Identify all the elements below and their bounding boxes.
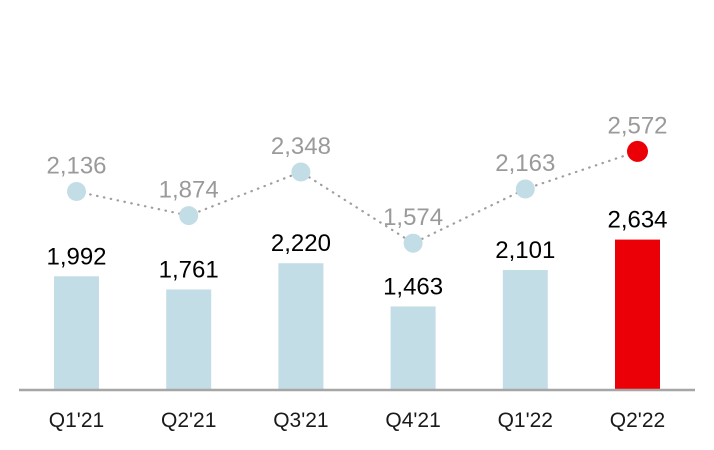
x-axis-label-Q2'21: Q2'21 [161,409,216,432]
line-value-label-Q1'21: 2,136 [46,152,106,179]
line-value-label-Q1'22: 2,163 [495,150,555,177]
line-dot-Q1'21 [67,181,86,201]
line-value-label-Q2'21: 1,874 [159,177,219,204]
bar-value-label-Q2'22: 2,634 [607,207,667,234]
line-dot-Q1'22 [515,179,535,199]
x-axis-label-Q1'21: Q1'21 [49,409,104,432]
bar-value-label-Q1'22: 2,101 [495,237,555,264]
x-axis-label-Q4'21: Q4'21 [385,409,440,432]
line-dot-Q2'22 [627,140,648,162]
line-dot-Q3'21 [291,162,311,182]
dotted-connector-line [75,150,639,245]
bar-Q1'22 [502,270,548,390]
bar-Q4'21 [390,306,436,390]
bar-value-label-Q3'21: 2,220 [271,230,331,257]
bar-value-label-Q1'21: 1,992 [46,243,106,270]
line-dot-Q4'21 [403,233,423,253]
bar-Q1'21 [54,276,99,390]
line-value-label-Q4'21: 1,574 [383,204,443,231]
x-axis-label-Q3'21: Q3'21 [273,409,328,432]
line-value-label-Q2'22: 2,572 [607,112,667,139]
x-axis-label-Q1'22: Q1'22 [498,409,553,432]
line-dot-Q2'21 [179,206,199,226]
bar-Q2'21 [166,289,212,390]
line-value-label-Q3'21: 2,348 [271,133,331,160]
bar-value-label-Q4'21: 1,463 [383,273,443,300]
bar-value-label-Q2'21: 1,761 [159,256,219,283]
bar-Q2'22 [615,239,660,390]
x-axis-label-Q2'22: Q2'22 [610,409,665,432]
bar-Q3'21 [278,263,324,390]
